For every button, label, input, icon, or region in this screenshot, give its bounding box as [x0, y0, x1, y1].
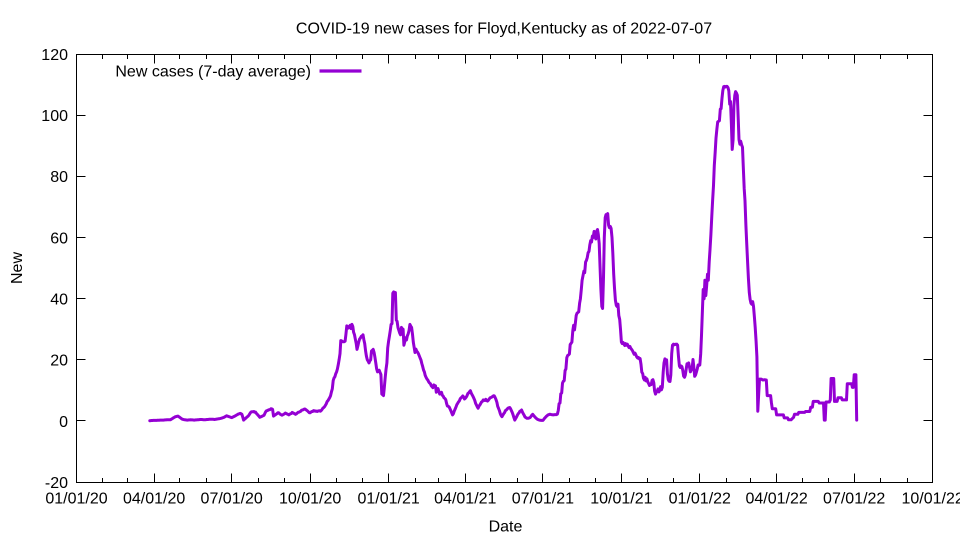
svg-text:04/01/22: 04/01/22: [745, 491, 807, 508]
svg-text:10/01/22: 10/01/22: [901, 491, 960, 508]
svg-text:Date: Date: [489, 519, 523, 536]
svg-text:New: New: [9, 252, 26, 284]
svg-text:01/01/22: 01/01/22: [669, 491, 731, 508]
svg-text:20: 20: [50, 353, 68, 370]
svg-text:120: 120: [41, 47, 68, 64]
svg-text:07/01/22: 07/01/22: [823, 491, 885, 508]
svg-text:04/01/21: 04/01/21: [434, 491, 496, 508]
svg-text:100: 100: [41, 108, 68, 125]
svg-text:07/01/20: 07/01/20: [201, 491, 263, 508]
svg-text:01/01/21: 01/01/21: [357, 491, 419, 508]
svg-text:80: 80: [50, 169, 68, 186]
svg-text:COVID-19 new cases for Floyd,K: COVID-19 new cases for Floyd,Kentucky as…: [296, 21, 712, 38]
svg-text:40: 40: [50, 292, 68, 309]
svg-text:01/01/20: 01/01/20: [45, 491, 107, 508]
svg-text:04/01/20: 04/01/20: [123, 491, 185, 508]
svg-text:0: 0: [59, 414, 68, 431]
svg-text:-20: -20: [45, 475, 68, 492]
svg-text:60: 60: [50, 230, 68, 247]
svg-text:07/01/21: 07/01/21: [512, 491, 574, 508]
svg-text:New cases (7-day average): New cases (7-day average): [115, 64, 311, 81]
svg-text:10/01/21: 10/01/21: [590, 491, 652, 508]
svg-text:10/01/20: 10/01/20: [279, 491, 341, 508]
